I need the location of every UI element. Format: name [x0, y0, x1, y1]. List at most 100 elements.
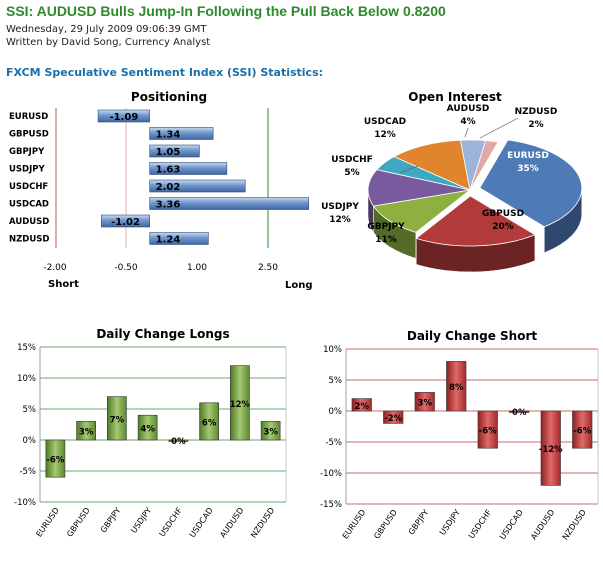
- longs-value-label: 3%: [79, 428, 94, 438]
- shorts-bar-usdchf: [477, 410, 498, 449]
- positioning-bar-usdjpy: [149, 162, 228, 175]
- shorts-bar-gbpjpy: [414, 392, 435, 412]
- shorts-y-tick-label: -5%: [325, 438, 342, 448]
- long-axis-label: Long: [285, 280, 313, 291]
- shorts-bar-eurusd: [351, 398, 372, 412]
- shorts-y-tick-label: -10%: [320, 469, 342, 479]
- pie-slice-gbpjpy: [372, 189, 471, 233]
- pie-slice-usdjpy: [367, 169, 471, 207]
- shorts-category-label: AUDUSD: [529, 508, 556, 541]
- pie-pct-nzdusd: 2%: [528, 120, 543, 130]
- pie-leader-audusd: [464, 127, 469, 138]
- pie-pct-usdchf: 5%: [344, 168, 359, 178]
- longs-value-label: -6%: [46, 456, 64, 466]
- longs-category-label: USDCAD: [188, 506, 215, 539]
- positioning-bar-usdcad: [149, 197, 310, 210]
- positioning-tick-label: 2.50: [258, 263, 278, 273]
- longs-bar-gbpjpy: [107, 396, 127, 441]
- positioning-bar-nzdusd: [149, 232, 209, 245]
- shorts-y-tick-label: 5%: [329, 376, 343, 386]
- longs-value-label: 7%: [110, 415, 125, 425]
- pie-label-nzdusd: NZDUSD: [515, 107, 558, 117]
- shorts-bar-nzdusd: [572, 410, 593, 449]
- longs-category-label: AUDUSD: [218, 506, 245, 539]
- positioning-bar-gbpusd: [149, 127, 214, 140]
- shorts-bar-usdjpy: [446, 361, 467, 412]
- pie-label-gbpjpy: GBPJPY: [367, 222, 405, 232]
- shorts-value-label: -6%: [479, 427, 497, 437]
- shorts-title: Daily Change Short: [407, 329, 538, 343]
- longs-bar-usdjpy: [137, 414, 158, 441]
- positioning-tick-label: -2.00: [43, 263, 67, 273]
- longs-bar-usdchf: [168, 439, 189, 442]
- longs-value-label: 12%: [230, 400, 251, 410]
- longs-y-tick-label: -10%: [14, 498, 36, 508]
- shorts-category-label: GBPJPY: [407, 508, 431, 537]
- shorts-category-label: NZDUSD: [561, 508, 588, 542]
- positioning-value-label: -1.09: [109, 112, 138, 123]
- shorts-bar-audusd: [540, 410, 561, 486]
- positioning-category-label: USDCHF: [9, 182, 48, 192]
- pie-pct-usdcad: 12%: [374, 130, 396, 140]
- shorts-value-label: -12%: [539, 445, 563, 455]
- ssi-section-title: FXCM Speculative Sentiment Index (SSI) S…: [6, 66, 324, 79]
- longs-bar-usdcad: [199, 402, 219, 441]
- shorts-value-label: -2%: [384, 414, 402, 424]
- longs-category-label: GBPUSD: [65, 506, 92, 539]
- shorts-value-label: 8%: [449, 383, 464, 393]
- positioning-bar-audusd: [101, 214, 150, 228]
- longs-bar-gbpusd: [76, 421, 96, 441]
- shorts-category-label: GBPUSD: [372, 508, 399, 541]
- pie-pct-gbpusd: 20%: [492, 222, 514, 232]
- article-date: Wednesday, 29 July 2009 09:06:39 GMT: [6, 24, 207, 35]
- positioning-category-label: AUDUSD: [9, 217, 49, 227]
- shorts-value-label: 3%: [418, 399, 433, 409]
- longs-value-label: 3%: [263, 428, 278, 438]
- positioning-category-label: USDJPY: [9, 165, 45, 175]
- pie-pct-audusd: 4%: [460, 117, 475, 127]
- pie-leader-nzdusd: [479, 117, 519, 139]
- shorts-category-label: USDCHF: [467, 508, 494, 541]
- positioning-category-label: GBPJPY: [9, 147, 45, 157]
- shorts-category-label: EURUSD: [341, 508, 368, 541]
- longs-title: Daily Change Longs: [96, 327, 229, 341]
- longs-y-tick-label: 5%: [23, 405, 37, 415]
- pie-slice-gbpusd: [415, 195, 536, 247]
- positioning-category-label: USDCAD: [9, 200, 49, 210]
- pie-slice-usdcad: [393, 139, 471, 191]
- positioning-value-label: -1.02: [111, 217, 140, 228]
- longs-y-tick-label: 10%: [17, 374, 36, 384]
- longs-category-label: GBPJPY: [99, 506, 123, 535]
- positioning-value-label: 2.02: [156, 182, 181, 193]
- longs-value-label: 6%: [202, 418, 217, 428]
- positioning-value-label: 1.24: [156, 235, 181, 246]
- longs-y-tick-label: -5%: [19, 467, 36, 477]
- daily-change-longs-chart: Daily Change Longs 15% 10% 5% 0% -5% -10% -6% EU…: [14, 327, 287, 540]
- positioning-category-label: EURUSD: [9, 112, 48, 122]
- shorts-y-tick-label: -15%: [320, 500, 342, 510]
- positioning-bar-eurusd: [97, 109, 150, 123]
- shorts-value-label: 2%: [355, 402, 370, 412]
- longs-bar-eurusd: [45, 439, 66, 478]
- longs-category-label: USDCHF: [158, 506, 185, 539]
- longs-category-label: USDJPY: [129, 506, 153, 535]
- pie-slice-nzdusd: [469, 140, 499, 191]
- positioning-value-label: 1.05: [156, 147, 181, 158]
- short-axis-label: Short: [48, 279, 79, 290]
- pie-pct-eurusd: 35%: [517, 164, 539, 174]
- positioning-category-label: NZDUSD: [9, 235, 49, 245]
- longs-y-tick-label: 0%: [23, 436, 37, 446]
- shorts-bar-usdcad: [509, 410, 530, 413]
- headline: SSI: AUDUSD Bulls Jump-In Following the …: [6, 3, 446, 19]
- pie-label-audusd: AUDUSD: [447, 104, 490, 114]
- longs-bar-audusd: [230, 365, 250, 441]
- positioning-bar-usdchf: [149, 179, 246, 193]
- shorts-bar-gbpusd: [383, 410, 404, 424]
- pie-label-gbpusd: GBPUSD: [482, 209, 524, 219]
- pie-label-usdcad: USDCAD: [364, 117, 406, 127]
- longs-y-tick-label: 15%: [17, 343, 36, 353]
- pie-label-eurusd: EURUSD: [507, 151, 549, 161]
- pie-leader-usdchf: [399, 165, 419, 174]
- positioning-value-label: 1.34: [156, 130, 181, 141]
- positioning-value-label: 3.36: [156, 200, 181, 211]
